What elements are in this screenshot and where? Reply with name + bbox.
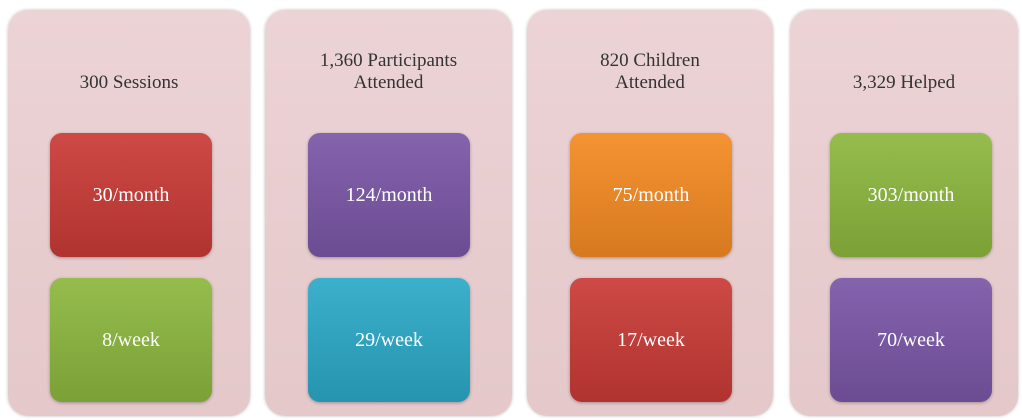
stat-box: 124/month	[308, 133, 470, 257]
title-line: 300 Sessions	[79, 72, 179, 93]
stat-text: 8/week	[102, 328, 160, 351]
stat-text: 303/month	[867, 183, 955, 206]
panel-title: 820 Children Attended	[527, 50, 773, 94]
stat-text: 124/month	[345, 183, 433, 206]
title-line: 820 Children	[600, 50, 700, 71]
stat-text: 30/month	[92, 183, 170, 206]
title-line: Attended	[615, 72, 685, 93]
stat-text: 29/week	[355, 328, 423, 351]
stat-box: 29/week	[308, 278, 470, 402]
title-line: 1,360 Participants	[319, 50, 458, 71]
stat-box: 75/month	[570, 133, 732, 257]
panel-title: 1,360 Participants Attended	[265, 50, 512, 94]
title-line: Attended	[353, 72, 424, 93]
stat-text: 75/month	[612, 183, 690, 206]
stat-box: 30/month	[50, 133, 212, 257]
stat-box: 17/week	[570, 278, 732, 402]
stat-text: 17/week	[617, 328, 685, 351]
stat-box: 70/week	[830, 278, 992, 402]
stat-text: 70/week	[877, 328, 945, 351]
panel-title: 3,329 Helped	[790, 72, 1018, 94]
stat-box: 303/month	[830, 133, 992, 257]
panel-title: 300 Sessions	[8, 72, 250, 94]
title-line: 3,329 Helped	[852, 72, 956, 93]
stat-box: 8/week	[50, 278, 212, 402]
